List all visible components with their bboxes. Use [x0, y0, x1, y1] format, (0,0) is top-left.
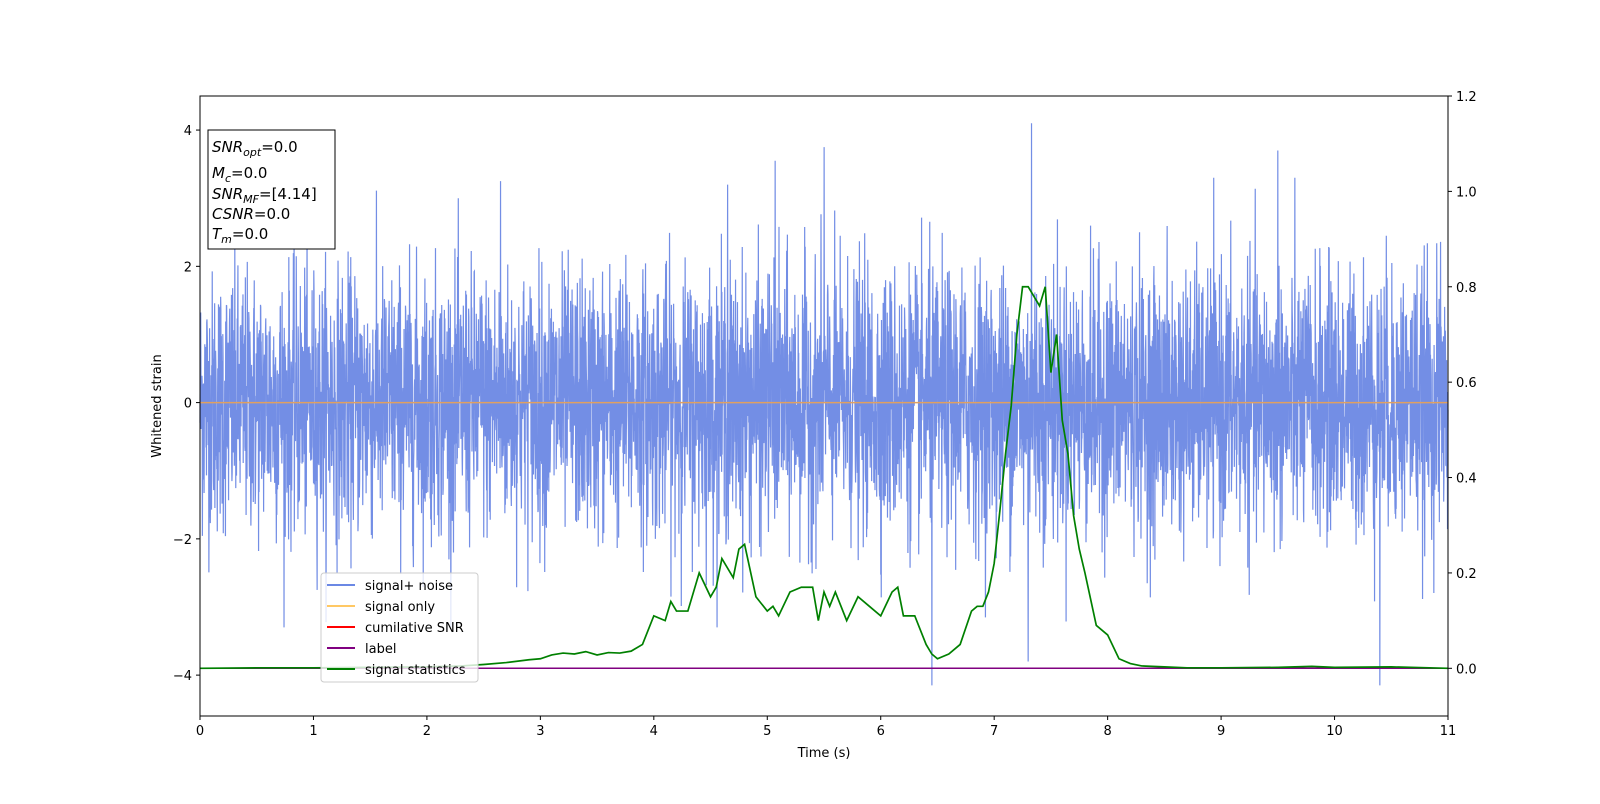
y2-tick-label: 0.4 — [1456, 472, 1477, 487]
legend: signal+ noise signal only cumilative SNR la… — [320, 572, 479, 683]
x-tick-label: 4 — [650, 724, 658, 739]
annotation-line: SNRMF=[4.14] — [212, 185, 317, 206]
y2-tick-label: 0.0 — [1456, 662, 1477, 677]
legend-label: label — [365, 642, 396, 657]
signal-noise-series — [199, 123, 1449, 686]
legend-label: signal statistics — [365, 663, 466, 678]
y-axis-right: 0.0 0.2 0.4 0.6 0.8 1.0 1.2 — [1448, 90, 1477, 677]
signal-statistics-line — [199, 285, 1449, 670]
y-axis-label: Whitened strain — [150, 354, 165, 457]
y-tick-label: −4 — [173, 669, 192, 684]
x-tick-label: 0 — [196, 724, 204, 739]
annotation-box-frame — [207, 129, 336, 250]
legend-label: cumilative SNR — [365, 621, 464, 636]
x-tick-label: 10 — [1326, 724, 1343, 739]
y2-tick-label: 1.0 — [1456, 185, 1477, 200]
y-axis-left: −4 −2 0 2 4 — [173, 124, 200, 684]
y2-tick-label: 0.6 — [1456, 376, 1477, 391]
x-tick-label: 2 — [423, 724, 431, 739]
y2-tick-label: 0.8 — [1456, 281, 1477, 296]
x-tick-label: 9 — [1217, 724, 1225, 739]
x-tick-label: 6 — [877, 724, 885, 739]
x-tick-label: 3 — [536, 724, 544, 739]
annotation-line: SNRopt=0.0 — [212, 138, 298, 159]
signal-statistics-series — [199, 285, 1449, 670]
y-tick-label: 4 — [184, 124, 192, 139]
x-axis: 0 1 2 3 4 5 6 7 8 9 10 11 — [196, 716, 1456, 739]
x-tick-label: 5 — [763, 724, 771, 739]
y2-tick-label: 1.2 — [1456, 90, 1477, 105]
annotation-line: CSNR=0.0 — [212, 205, 290, 223]
x-axis-label: Time (s) — [797, 746, 851, 761]
plot-frame — [199, 95, 1449, 717]
x-tick-label: 7 — [990, 724, 998, 739]
y-tick-label: 2 — [184, 260, 192, 275]
annotation-line: Tm=0.0 — [212, 225, 268, 246]
signal-noise-line — [199, 123, 1449, 686]
x-tick-label: 1 — [309, 724, 317, 739]
y-tick-label: −2 — [173, 533, 192, 548]
annotation-line: Mc=0.0 — [212, 164, 267, 185]
x-tick-label: 11 — [1440, 724, 1457, 739]
legend-frame — [320, 572, 479, 683]
y-tick-label: 0 — [184, 397, 192, 412]
legend-label: signal+ noise — [365, 579, 453, 594]
x-tick-label: 8 — [1103, 724, 1111, 739]
y2-tick-label: 0.2 — [1456, 567, 1477, 582]
legend-label: signal only — [365, 600, 435, 615]
